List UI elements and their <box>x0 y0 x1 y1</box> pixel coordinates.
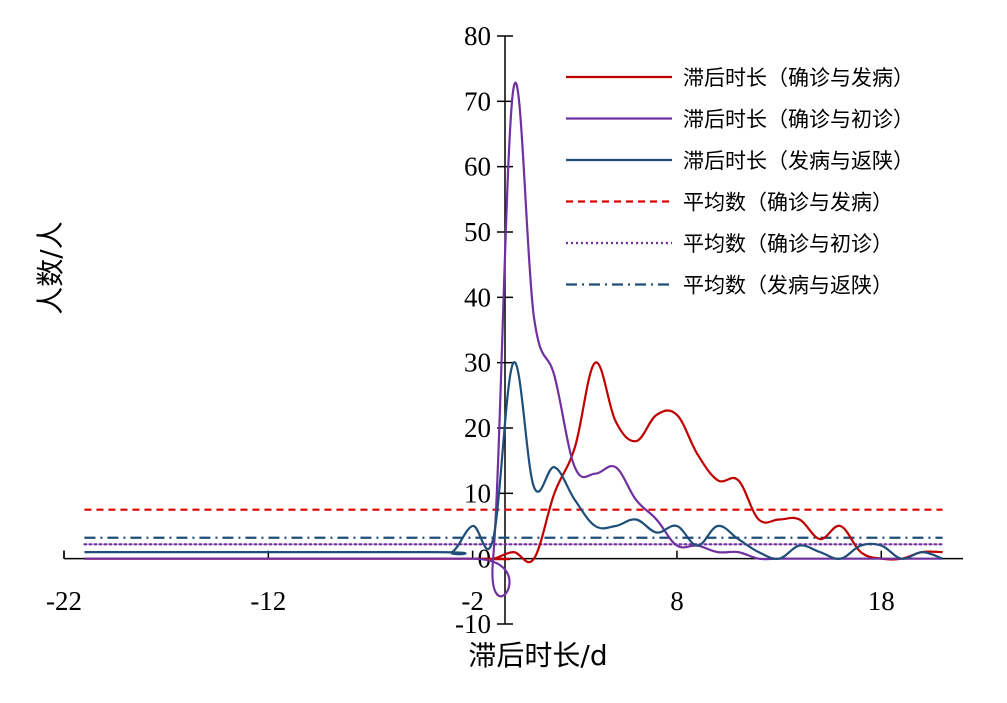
legend-label-3: 滞后时长（发病与返陕） <box>683 149 914 173</box>
x-tick-label: -22 <box>46 586 82 616</box>
legend-label-2: 滞后时长（确诊与初诊） <box>683 108 914 132</box>
y-tick-label: 10 <box>464 478 491 508</box>
y-tick-label: 20 <box>464 413 491 443</box>
series-line-1 <box>84 361 943 564</box>
x-axis-title: 滞后时长/d <box>468 639 607 672</box>
plot-series <box>83 81 944 598</box>
x-tick-label: 18 <box>868 586 895 616</box>
legend-label-5: 平均数（确诊与初诊） <box>683 232 893 256</box>
x-tick-label: -2 <box>461 586 484 616</box>
legend-label-1: 滞后时长（确诊与发病） <box>683 66 914 90</box>
y-axis-title: 人数/人 <box>34 221 67 314</box>
y-tick-label: 50 <box>464 217 491 247</box>
y-tick-label: 60 <box>464 152 491 182</box>
legend: 滞后时长（确诊与发病） 滞后时长（确诊与初诊） 滞后时长（发病与返陕） 平均数（确诊与… <box>566 66 914 298</box>
y-tick-label: 80 <box>464 21 491 51</box>
y-tick-label: 30 <box>464 348 491 378</box>
legend-label-6: 平均数（发病与返陕） <box>683 274 893 298</box>
y-tick-label: 70 <box>464 86 491 116</box>
x-tick-label: 8 <box>670 586 684 616</box>
y-tick-label: -10 <box>455 609 491 639</box>
series-line-3 <box>84 361 943 560</box>
legend-label-4: 平均数（确诊与发病） <box>683 191 893 215</box>
y-tick-label: 40 <box>464 282 491 312</box>
x-tick-label: -12 <box>250 586 286 616</box>
